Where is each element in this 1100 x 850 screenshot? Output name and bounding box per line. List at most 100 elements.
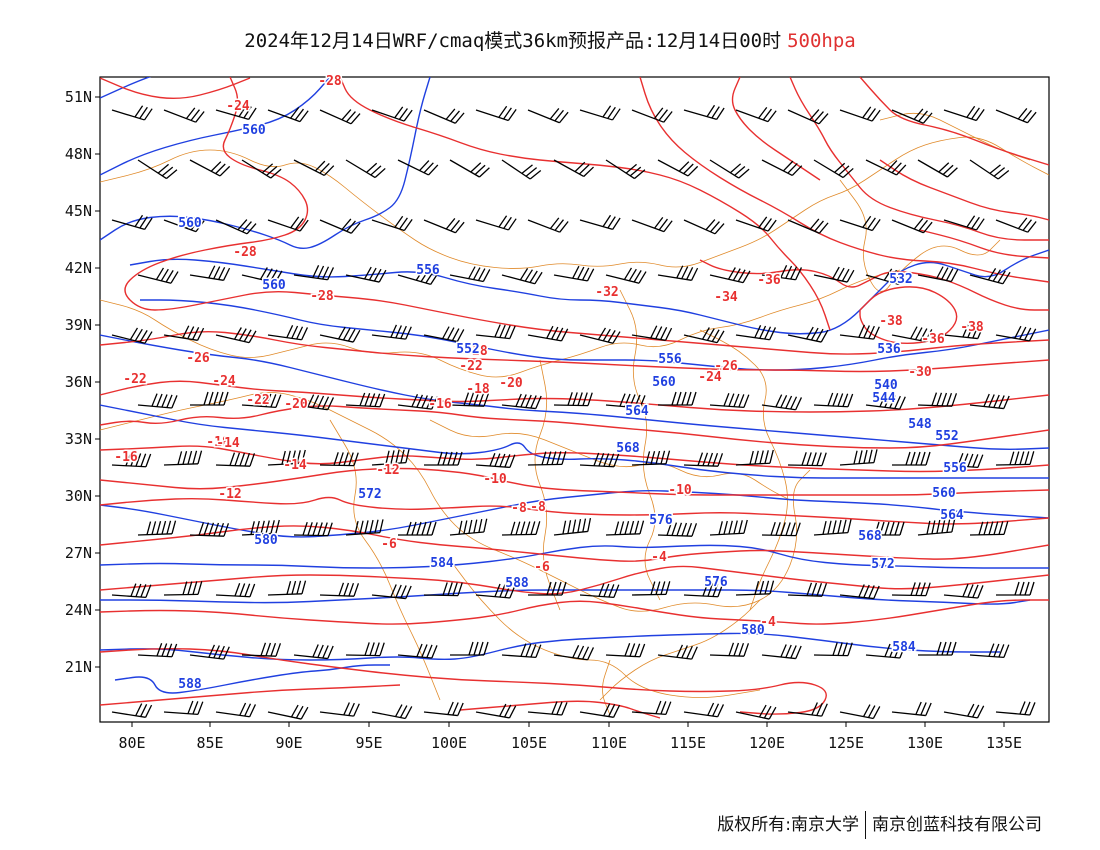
wind-barb [371, 215, 413, 232]
wind-barb [943, 703, 985, 719]
wind-barb [111, 214, 153, 230]
wind-barb [553, 392, 593, 407]
temperature-contour [339, 77, 831, 331]
wind-barb [891, 701, 932, 717]
temperature-label: -38 [960, 320, 984, 335]
wind-barb [605, 159, 646, 180]
wind-barb [917, 392, 958, 407]
wind-barb [943, 583, 984, 599]
wind-barb [319, 452, 359, 467]
temperature-contour [100, 77, 251, 100]
temperature-label: -4 [651, 550, 667, 565]
wind-barb [398, 521, 437, 536]
lat-tick-label: 21N [65, 658, 92, 676]
wind-barb [267, 106, 309, 123]
lon-tick-label: 130E [907, 734, 943, 752]
wind-barb [397, 268, 439, 285]
wind-barb [528, 581, 567, 596]
wind-barb [475, 105, 517, 122]
wind-barb [865, 268, 907, 285]
temperature-contour [859, 77, 1049, 166]
wind-barb [423, 326, 465, 343]
wind-barb [839, 106, 881, 122]
wind-barb [137, 642, 178, 658]
wind-barb [163, 325, 205, 341]
contour-labels: -28 -24 -28 -28 -26 -22 -24 -22 -20 -18 -16 -14 -12 -… [113, 73, 986, 694]
wind-barb [527, 217, 569, 233]
wind-barb [787, 218, 829, 234]
temperature-label: -8 [511, 501, 527, 516]
wind-barb [163, 450, 203, 466]
wind-barb [371, 449, 410, 466]
wind-barb [189, 644, 230, 660]
temperature-label: -18 [206, 435, 230, 450]
boundary-line [839, 179, 1001, 292]
wind-barb [761, 522, 801, 537]
wind-barb [839, 584, 880, 600]
lon-tick-label: 125E [828, 734, 864, 752]
geopotential-height-contours [100, 77, 1049, 694]
temperature-label: -24 [698, 370, 722, 385]
temperature-contour [100, 525, 1049, 562]
wind-barb [215, 452, 256, 467]
temperature-label: -28 [464, 344, 488, 359]
height-label: 588 [178, 677, 202, 692]
lat-tick-label: 42N [65, 259, 92, 277]
height-contour [129, 249, 1049, 335]
wind-barb [943, 215, 985, 231]
map-title: 2024年12月14日WRF/cmaq模式36km预报产品:12月14日00时 5… [0, 26, 1100, 53]
wind-barb [865, 159, 907, 176]
lat-tick-label: 33N [65, 430, 92, 448]
wind-barb [761, 265, 803, 281]
wind-barb [137, 393, 178, 409]
lat-tick-label: 51N [65, 88, 92, 106]
wind-barb [735, 580, 775, 596]
wind-barb [527, 108, 569, 124]
wind-barb [397, 159, 439, 176]
wind-barb [137, 159, 178, 180]
wind-barb [345, 159, 386, 179]
lon-tick-label: 85E [196, 734, 223, 752]
temperature-label: -28 [318, 74, 342, 89]
temperature-contour [100, 405, 1049, 449]
wind-barb [866, 521, 905, 536]
wind-barb [501, 393, 542, 410]
wind-barb [423, 218, 465, 234]
wind-barb [371, 324, 412, 340]
lat-tick-label: 45N [65, 202, 92, 220]
wind-barb [996, 581, 1035, 596]
wind-barb [371, 106, 413, 122]
wind-barb [891, 326, 933, 343]
wind-barb [345, 266, 387, 283]
height-label: 560 [652, 375, 676, 390]
wind-barb [865, 394, 906, 410]
temperature-label: -8 [530, 500, 546, 515]
temperature-label: -14 [216, 436, 240, 451]
company-name: 南京创蓝科技有限公司 [872, 815, 1042, 835]
wind-barb [527, 451, 567, 466]
height-contour [100, 77, 431, 250]
wind-barb [345, 519, 384, 536]
temperature-label: -28 [310, 289, 334, 304]
wind-barb [475, 703, 517, 719]
wind-barb [501, 159, 542, 180]
wind-barb [787, 109, 829, 125]
height-label: 536 [877, 342, 901, 357]
height-label: 584 [430, 556, 454, 571]
wind-barb [787, 326, 829, 343]
wind-barb [735, 106, 777, 123]
wind-barb [215, 104, 257, 120]
temperature-label: -14 [283, 458, 307, 473]
temperature-label: -18 [466, 382, 490, 397]
wind-barbs-layer [111, 104, 1037, 720]
wind-barb [423, 108, 465, 124]
height-label: 576 [649, 513, 673, 528]
lat-tick-label: 27N [65, 544, 92, 562]
wind-barb [969, 393, 1010, 410]
temperature-label: -16 [428, 397, 452, 412]
wind-barb [215, 219, 257, 235]
temperature-contour [100, 445, 1049, 473]
temperature-label: -22 [246, 393, 269, 408]
temperature-contour [879, 159, 1049, 221]
wind-barb [241, 519, 280, 536]
